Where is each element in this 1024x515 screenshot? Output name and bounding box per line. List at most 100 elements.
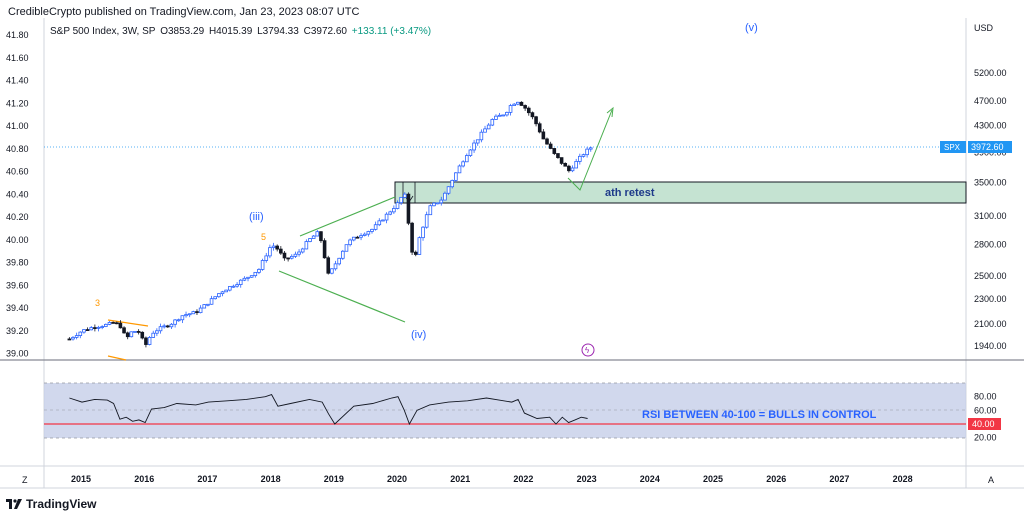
candle-body xyxy=(337,257,341,265)
candle-body xyxy=(574,161,578,169)
candle-body xyxy=(567,165,571,172)
candle-body xyxy=(198,307,203,314)
candle-body xyxy=(206,303,210,306)
price-tick-label: 4700.00 xyxy=(974,96,1007,106)
auto-scale-label: A xyxy=(988,475,994,485)
ohlc-open: O3853.29 xyxy=(160,26,205,37)
year-tick-label: 2022 xyxy=(513,474,533,484)
tradingview-logo[interactable]: TradingView xyxy=(6,497,96,511)
wave-label-v: (v) xyxy=(745,22,758,34)
ohlc-low: L3794.33 xyxy=(257,26,299,37)
candle-body xyxy=(268,247,272,257)
price-tick-label: 4300.00 xyxy=(974,121,1007,131)
candle-body xyxy=(526,107,531,114)
candle-body xyxy=(166,325,170,328)
candle-body xyxy=(195,311,199,314)
year-tick-label: 2020 xyxy=(387,474,407,484)
candle-body xyxy=(155,330,159,334)
price-tag-text: 3972.60 xyxy=(971,142,1004,152)
scale-z-label: Z xyxy=(22,475,28,485)
candle-body xyxy=(242,277,247,281)
candle-body xyxy=(534,116,538,125)
candle-body xyxy=(388,211,393,215)
rsi-tick-label: 60.00 xyxy=(974,405,997,415)
price-tick-label: 2300.00 xyxy=(974,294,1007,304)
rsi-axis: 80.00 60.00 40.00 20.00 xyxy=(974,392,997,443)
wave-label-iii: (iii) xyxy=(249,211,264,223)
year-tick-label: 2016 xyxy=(134,474,154,484)
candle-body xyxy=(479,131,484,141)
ath-retest-zone[interactable] xyxy=(394,181,967,204)
candle-body xyxy=(370,228,374,232)
candle-body xyxy=(417,237,422,255)
price-tick-label: 2100.00 xyxy=(974,319,1007,329)
candle-body xyxy=(235,284,239,287)
year-tick-label: 2024 xyxy=(640,474,660,484)
time-axis[interactable]: 2015 2016 2017 2018 2019 2020 2021 2022 2023 2024… xyxy=(71,474,913,484)
candle-body xyxy=(311,235,316,239)
rsi-level-tag xyxy=(968,418,1001,430)
left-axis: 41.80 41.60 41.40 41.20 41.00 40.80 40.60 40.40… xyxy=(6,30,29,359)
candle-body xyxy=(293,253,298,257)
left-tick-label: 40.20 xyxy=(6,212,29,222)
candle-body xyxy=(548,143,553,149)
price-tick-label: 1940.00 xyxy=(974,341,1007,351)
candle-body xyxy=(133,331,137,333)
price-tag xyxy=(968,141,1012,153)
candle-body xyxy=(366,231,371,235)
candle-body xyxy=(490,119,495,126)
year-tick-label: 2026 xyxy=(766,474,786,484)
candle-body xyxy=(202,304,207,309)
candle-body xyxy=(395,202,400,209)
projection-arrow xyxy=(567,109,613,191)
candle-body xyxy=(184,314,188,317)
left-tick-label: 39.40 xyxy=(6,303,29,313)
scale-z-button[interactable] xyxy=(18,472,34,486)
svg-text:ϟ: ϟ xyxy=(585,346,590,355)
candle-body xyxy=(253,271,258,277)
candle-body xyxy=(530,112,535,118)
symbol-title: S&P 500 Index, 3W, SP xyxy=(50,26,156,37)
candle-body xyxy=(238,279,243,285)
candle-body xyxy=(578,155,582,162)
left-tick-label: 41.40 xyxy=(6,76,29,86)
left-tick-label: 40.80 xyxy=(6,144,29,154)
candle-body xyxy=(406,193,411,224)
candle-body xyxy=(89,327,94,331)
auto-scale-button[interactable] xyxy=(984,472,1000,486)
candle-body xyxy=(435,202,440,205)
candle-body xyxy=(93,327,97,329)
lightning-icon[interactable] xyxy=(581,343,595,357)
candle-body xyxy=(483,128,487,133)
candle-body xyxy=(563,162,568,167)
candle-body xyxy=(377,220,382,226)
candle-body xyxy=(472,142,476,151)
candle-body xyxy=(359,235,363,238)
candle-body xyxy=(78,331,83,336)
right-price-axis[interactable]: 5200.004700.004300.003900.003500.003100.… xyxy=(974,68,1007,351)
symbol-tag xyxy=(940,141,966,153)
wedge-upper-line xyxy=(299,196,396,237)
candle-body xyxy=(286,257,290,260)
candle-body xyxy=(151,332,156,338)
candle-body xyxy=(351,236,356,241)
candle-body xyxy=(107,322,112,325)
candle-body xyxy=(494,115,498,120)
left-tick-label: 39.80 xyxy=(6,258,29,268)
candle-body xyxy=(297,251,301,255)
left-tick-label: 41.00 xyxy=(6,121,29,131)
candle-body xyxy=(125,332,130,338)
candle-body xyxy=(588,147,593,150)
candle-body xyxy=(355,236,360,239)
candle-body xyxy=(333,263,338,270)
symbol-legend: S&P 500 Index, 3W, SP O3853.29 H4015.39 … xyxy=(50,26,433,37)
left-tick-label: 41.80 xyxy=(6,30,29,40)
candle-body xyxy=(271,245,276,249)
zone-label: ath retest xyxy=(605,187,655,199)
candle-body xyxy=(457,165,462,174)
candle-body xyxy=(85,329,90,331)
candle-body xyxy=(173,319,177,325)
left-tick-label: 40.40 xyxy=(6,189,29,199)
left-tick-label: 40.60 xyxy=(6,167,29,177)
